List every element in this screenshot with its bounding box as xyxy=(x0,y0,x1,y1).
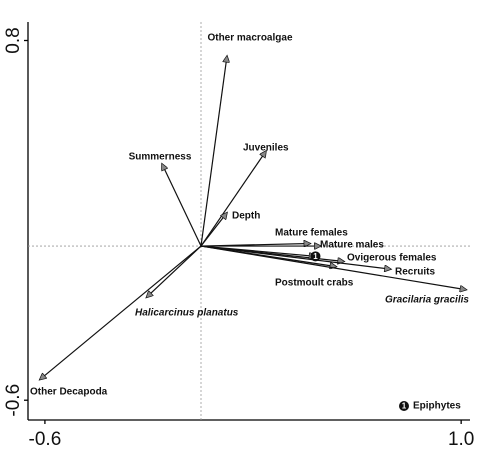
vector-label: Postmoult crabs xyxy=(275,278,354,289)
vector-label: Mature females xyxy=(275,228,348,239)
vector-arrow xyxy=(200,245,315,256)
legend-label: Epiphytes xyxy=(413,401,461,412)
vector-arrow xyxy=(146,245,202,297)
vector-arrow xyxy=(200,245,391,269)
vector-arrow xyxy=(200,151,266,247)
vector-arrow xyxy=(200,56,227,247)
vector-label: Depth xyxy=(232,211,260,222)
vector-arrow xyxy=(200,245,466,290)
vector-label: Mature males xyxy=(320,240,384,251)
vector-label: Other macroalgae xyxy=(207,33,292,44)
legend-marker xyxy=(399,401,409,411)
vector-label: Recruits xyxy=(395,267,435,278)
legend-marker-label: 1 xyxy=(402,402,407,411)
vector-arrow xyxy=(200,213,227,247)
vector-label: Summerness xyxy=(129,152,192,163)
vector-label: Juveniles xyxy=(243,143,289,154)
vector-arrow xyxy=(40,245,202,380)
x-tick-label: 1.0 xyxy=(448,429,474,450)
y-tick-label: -0.6 xyxy=(3,384,24,417)
vector-label: Halicarcinus planatus xyxy=(135,308,239,319)
vector-marker-label: 1 xyxy=(313,252,318,261)
y-tick-label: 0.8 xyxy=(3,27,24,53)
vector-arrow xyxy=(162,164,202,247)
vector-label: Ovigerous females xyxy=(347,253,437,264)
vector-label: Gracilaria gracilis xyxy=(385,295,469,306)
vector-marker xyxy=(310,251,321,262)
vector-label: Other Decapoda xyxy=(30,387,108,398)
x-tick-label: -0.6 xyxy=(29,429,62,450)
